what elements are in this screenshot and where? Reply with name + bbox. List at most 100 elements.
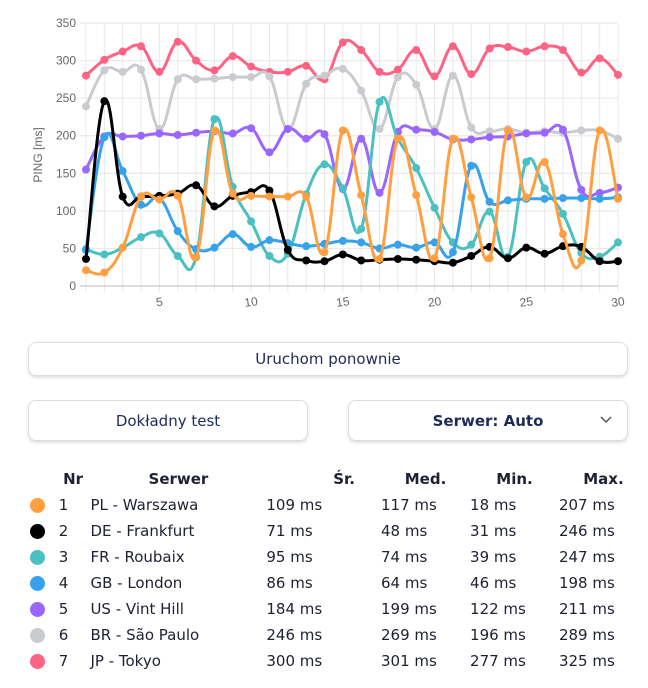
data-point xyxy=(118,132,127,141)
series-color-dot xyxy=(30,524,45,539)
data-point xyxy=(210,115,219,124)
y-tick-label: 250 xyxy=(56,91,76,105)
data-point xyxy=(357,86,366,95)
data-point xyxy=(448,42,457,51)
data-point xyxy=(540,194,549,203)
data-point xyxy=(467,193,476,202)
data-point xyxy=(265,236,274,245)
row-med: 48 ms xyxy=(381,522,428,540)
row-min: 196 ms xyxy=(470,626,526,644)
data-point xyxy=(338,236,347,245)
table-row: 2 DE - Frankfurt 71 ms 48 ms 31 ms 246 ms xyxy=(22,518,648,544)
data-point xyxy=(137,42,146,51)
row-server: FR - Roubaix xyxy=(90,548,185,566)
data-point xyxy=(302,79,311,88)
header-server: Serwer xyxy=(148,470,209,488)
restart-button[interactable]: Uruchom ponownie xyxy=(28,342,628,376)
data-point xyxy=(155,129,164,138)
data-point xyxy=(100,133,109,142)
data-point xyxy=(228,230,237,239)
table-row: 6 BR - São Paulo 246 ms 269 ms 196 ms 289 ms xyxy=(22,622,648,648)
header-max: Max. xyxy=(583,470,624,488)
data-point xyxy=(338,184,347,193)
data-point xyxy=(247,191,256,200)
data-point xyxy=(448,134,457,143)
series-color-dot xyxy=(30,602,45,617)
ping-chart: 0 50 100 150 200 250 300 350 5 10 15 20 25 30 PING [… xyxy=(31,16,626,310)
row-nr: 6 xyxy=(58,626,69,644)
data-point xyxy=(540,128,549,137)
data-point xyxy=(210,126,219,135)
header-avg: Śr. xyxy=(333,470,356,488)
chevron-down-icon xyxy=(600,416,612,424)
row-max: 211 ms xyxy=(558,600,615,618)
data-point xyxy=(265,192,274,201)
row-nr: 1 xyxy=(58,496,69,514)
data-point xyxy=(247,62,256,71)
data-point xyxy=(614,238,622,247)
row-avg: 246 ms xyxy=(266,626,323,644)
data-point xyxy=(485,197,494,206)
row-nr: 2 xyxy=(58,522,69,540)
y-axis-label: PING [ms] xyxy=(31,127,45,182)
data-point xyxy=(265,72,274,81)
row-max: 198 ms xyxy=(558,574,615,592)
row-med: 269 ms xyxy=(381,626,437,644)
data-point xyxy=(228,52,237,61)
data-point xyxy=(228,129,237,138)
data-point xyxy=(393,65,402,74)
row-server: DE - Frankfurt xyxy=(90,522,195,540)
data-point xyxy=(357,256,366,265)
data-point xyxy=(302,242,311,251)
row-min: 31 ms xyxy=(470,522,517,540)
data-point xyxy=(412,243,421,252)
data-point xyxy=(485,254,494,263)
x-axis-ticks: 5 10 15 20 25 30 xyxy=(155,294,626,310)
row-color-cell xyxy=(22,648,56,674)
server-select[interactable]: Serwer: Auto xyxy=(348,400,628,441)
data-point xyxy=(412,46,421,55)
data-point xyxy=(412,125,421,134)
data-point xyxy=(100,97,109,106)
data-point xyxy=(265,186,274,195)
data-point xyxy=(393,254,402,263)
data-point xyxy=(320,248,329,257)
data-point xyxy=(393,240,402,249)
data-point xyxy=(393,134,402,143)
data-point xyxy=(614,134,622,143)
row-avg: 71 ms xyxy=(266,522,313,540)
data-point xyxy=(577,194,586,203)
series-color-dot xyxy=(30,654,45,669)
data-point xyxy=(467,123,476,132)
series-jp-tokyo xyxy=(82,37,622,84)
x-tick-label: 15 xyxy=(335,294,350,310)
data-point xyxy=(412,164,421,173)
data-point xyxy=(558,209,567,218)
data-point xyxy=(540,249,549,258)
x-tick-label: 10 xyxy=(244,294,259,310)
data-point xyxy=(155,67,164,76)
results-table: Nr Serwer Śr. Med. Min. Max. 1 PL - Warsz… xyxy=(22,466,648,674)
data-point xyxy=(100,268,109,277)
series-color-dot xyxy=(30,498,45,513)
restart-button-label: Uruchom ponownie xyxy=(255,350,401,368)
data-point xyxy=(595,54,604,63)
data-point xyxy=(173,227,182,236)
data-point xyxy=(503,126,512,135)
data-point xyxy=(430,127,439,136)
precise-test-button[interactable]: Dokładny test xyxy=(28,400,308,441)
data-point xyxy=(467,70,476,79)
data-point xyxy=(430,238,439,247)
row-min: 122 ms xyxy=(470,600,526,618)
data-point xyxy=(283,67,292,76)
series-pl-warszawa xyxy=(82,126,622,277)
data-point xyxy=(485,44,494,53)
data-point xyxy=(247,242,256,251)
data-point xyxy=(173,251,182,260)
data-point xyxy=(192,253,201,262)
data-point xyxy=(485,133,494,142)
data-point xyxy=(210,66,219,75)
row-avg: 109 ms xyxy=(266,496,323,514)
data-point xyxy=(137,65,146,74)
data-point xyxy=(412,255,421,264)
